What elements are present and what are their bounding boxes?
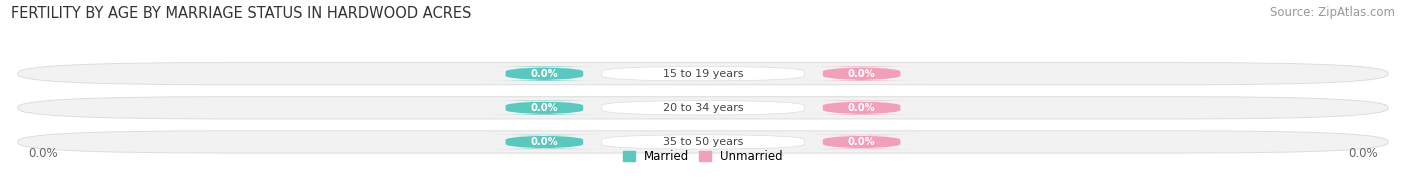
Text: 0.0%: 0.0% bbox=[530, 137, 558, 147]
FancyBboxPatch shape bbox=[799, 66, 924, 81]
Text: 0.0%: 0.0% bbox=[28, 147, 58, 160]
Text: 20 to 34 years: 20 to 34 years bbox=[662, 103, 744, 113]
Text: 0.0%: 0.0% bbox=[848, 103, 876, 113]
FancyBboxPatch shape bbox=[482, 66, 607, 81]
FancyBboxPatch shape bbox=[602, 66, 804, 81]
Text: 0.0%: 0.0% bbox=[530, 103, 558, 113]
Text: Source: ZipAtlas.com: Source: ZipAtlas.com bbox=[1270, 6, 1395, 19]
FancyBboxPatch shape bbox=[602, 101, 804, 115]
FancyBboxPatch shape bbox=[18, 131, 1388, 153]
Text: 0.0%: 0.0% bbox=[848, 69, 876, 79]
FancyBboxPatch shape bbox=[602, 135, 804, 149]
Text: FERTILITY BY AGE BY MARRIAGE STATUS IN HARDWOOD ACRES: FERTILITY BY AGE BY MARRIAGE STATUS IN H… bbox=[11, 6, 471, 21]
Text: 15 to 19 years: 15 to 19 years bbox=[662, 69, 744, 79]
Text: 0.0%: 0.0% bbox=[1348, 147, 1378, 160]
Text: 0.0%: 0.0% bbox=[848, 137, 876, 147]
FancyBboxPatch shape bbox=[482, 135, 607, 149]
Legend: Married, Unmarried: Married, Unmarried bbox=[623, 150, 783, 163]
FancyBboxPatch shape bbox=[799, 135, 924, 149]
FancyBboxPatch shape bbox=[482, 101, 607, 115]
FancyBboxPatch shape bbox=[799, 101, 924, 115]
FancyBboxPatch shape bbox=[18, 63, 1388, 85]
Text: 0.0%: 0.0% bbox=[530, 69, 558, 79]
Text: 35 to 50 years: 35 to 50 years bbox=[662, 137, 744, 147]
FancyBboxPatch shape bbox=[18, 97, 1388, 119]
